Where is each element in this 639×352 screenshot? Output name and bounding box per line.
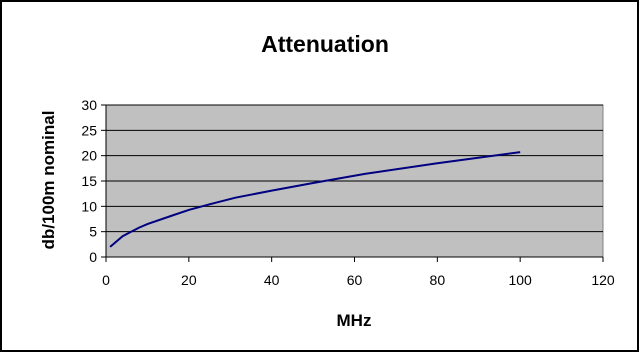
y-tick-labels: 0 5 10 15 20 25 30 — [81, 97, 106, 265]
grid-lines — [106, 104, 603, 233]
x-tick-label-60: 60 — [347, 272, 363, 288]
y-tick-label-20: 20 — [81, 148, 97, 164]
y-tick-label-10: 10 — [81, 198, 97, 214]
attenuation-series-line — [109, 151, 521, 248]
y-tick-label-0: 0 — [89, 249, 97, 265]
x-tick-label-80: 80 — [430, 272, 446, 288]
x-tick-labels: 0 20 40 60 80 100 120 — [102, 257, 615, 288]
x-tick-label-0: 0 — [102, 272, 110, 288]
chart-title: Attenuation — [261, 31, 389, 57]
y-tick-label-25: 25 — [81, 122, 97, 138]
y-axis-title: db/100m nominal — [39, 111, 58, 250]
x-axis-title: MHz — [337, 311, 372, 330]
x-tick-label-120: 120 — [591, 272, 615, 288]
y-tick-label-30: 30 — [81, 97, 97, 113]
x-tick-label-40: 40 — [264, 272, 280, 288]
x-tick-label-20: 20 — [181, 272, 197, 288]
y-tick-label-15: 15 — [81, 173, 97, 189]
x-tick-label-100: 100 — [508, 272, 532, 288]
y-tick-label-5: 5 — [89, 224, 97, 240]
